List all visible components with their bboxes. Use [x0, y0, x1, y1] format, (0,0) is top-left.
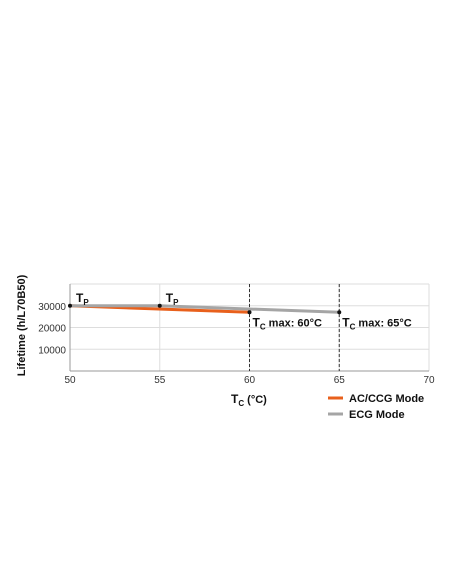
annotation-sub: P — [173, 298, 179, 307]
annotation-main: T — [76, 291, 84, 305]
annotation-point — [68, 303, 72, 308]
x-label-sub: C — [238, 399, 244, 408]
annotation-sub: P — [83, 298, 89, 307]
annotation-sub: C — [260, 322, 266, 331]
annotation-point — [337, 310, 342, 315]
x-label-main: T — [231, 392, 239, 406]
y-tick-label: 30000 — [38, 302, 66, 313]
annotation: TP — [76, 291, 89, 307]
annotation-suffix: max: 60°C — [266, 317, 322, 329]
legend-label: AC/CCG Mode — [349, 393, 424, 405]
annotation-point — [247, 310, 252, 315]
annotation-main: T — [253, 315, 261, 329]
annotation-sub: C — [350, 322, 356, 331]
y-tick-label: 20000 — [38, 324, 66, 335]
x-tick-label: 55 — [154, 375, 166, 386]
legend-label: ECG Mode — [349, 409, 405, 421]
x-tick-label: 65 — [334, 375, 346, 386]
x-tick-label: 70 — [423, 375, 435, 386]
annotation-suffix: max: 65°C — [355, 317, 411, 329]
annotation-main: T — [342, 315, 350, 329]
x-axis-label: TC (°C) — [231, 392, 267, 408]
annotation: TC max: 60°C — [253, 315, 323, 331]
x-tick-label: 60 — [244, 375, 256, 386]
annotation-point — [157, 303, 162, 308]
x-label-suffix: (°C) — [244, 394, 267, 406]
annotation: TC max: 65°C — [342, 315, 412, 331]
y-tick-label: 10000 — [38, 345, 66, 356]
annotation-main: T — [166, 291, 174, 305]
x-tick-label: 50 — [64, 375, 76, 386]
y-axis-label: Lifetime (h/L70B50) — [16, 274, 28, 376]
annotation: TP — [166, 291, 179, 307]
